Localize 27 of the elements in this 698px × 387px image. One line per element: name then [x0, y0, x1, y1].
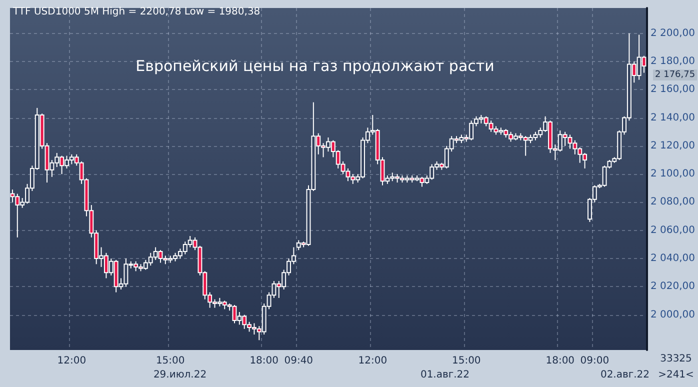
y-tick-label: 2 200,00: [650, 28, 695, 39]
y-tick-label: 2 080,00: [650, 196, 695, 208]
x-tick-label: 18:00: [250, 356, 279, 366]
text: >241<: [658, 370, 694, 380]
x-tick-label: 15:00: [156, 356, 185, 366]
x-tick-label: 12:00: [358, 356, 388, 366]
text: 29.июл.22: [153, 370, 207, 380]
y-tick-label: 2 180,00: [650, 56, 695, 67]
y-tick-label: 2 160,00: [650, 84, 695, 96]
x-tick-label: 15:00: [452, 356, 481, 366]
y-tick-label: 2 140,00: [650, 112, 695, 124]
text: 01.авг.22: [420, 370, 470, 380]
x-tick-label: 12:00: [57, 356, 86, 366]
y-tick-label: 2 120,00: [650, 140, 695, 152]
y-tick-label: 2 100,00: [650, 168, 695, 180]
annotation: Европейский цены на газ продолжают расти: [136, 57, 494, 75]
text: 02.авг.22: [600, 370, 650, 380]
chart-title: TTF USD1000 5M High = 2200,78 Low = 1980,38: [12, 6, 260, 18]
x-tick-label: 09:00: [580, 356, 610, 366]
text: 2 176,75: [655, 70, 696, 80]
x-tick-label: 18:00: [546, 356, 575, 366]
x-tick-label: 09:40: [284, 356, 314, 366]
y-tick-label: 2 060,00: [650, 224, 695, 236]
text: 33325: [660, 354, 692, 364]
y-tick-label: 2 040,00: [650, 253, 695, 264]
y-tick-label: 2 020,00: [650, 281, 695, 292]
y-tick-label: 2 000,00: [650, 309, 695, 320]
